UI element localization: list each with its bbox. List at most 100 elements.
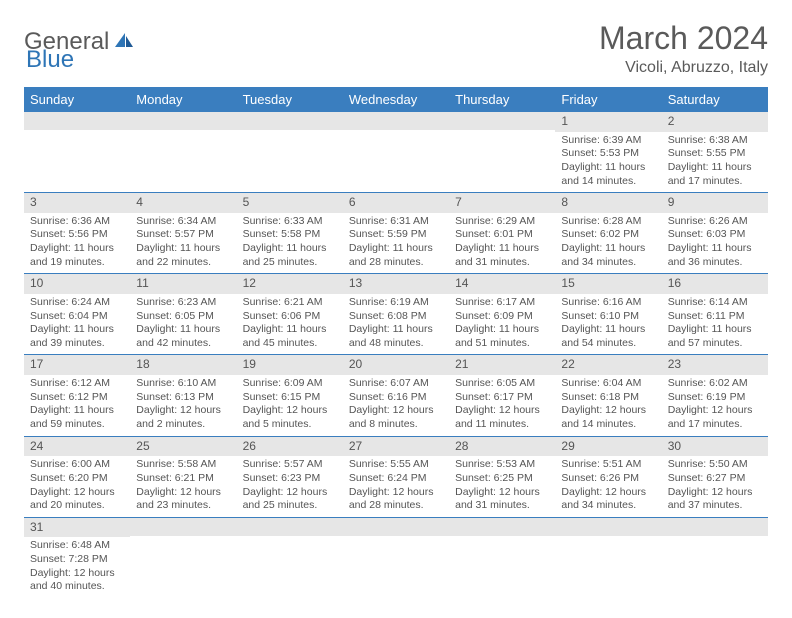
sunrise-text: Sunrise: 6:02 AM — [668, 377, 762, 391]
sunrise-text: Sunrise: 6:05 AM — [455, 377, 549, 391]
calendar-cell — [24, 112, 130, 192]
sunrise-text: Sunrise: 6:07 AM — [349, 377, 443, 391]
calendar-cell: 27Sunrise: 5:55 AMSunset: 6:24 PMDayligh… — [343, 437, 449, 517]
day-number: 15 — [555, 274, 661, 294]
day-number — [237, 518, 343, 536]
calendar-cell — [662, 518, 768, 598]
day-number: 14 — [449, 274, 555, 294]
sunset-text: Sunset: 6:20 PM — [30, 472, 124, 486]
day-body: Sunrise: 6:10 AMSunset: 6:13 PMDaylight:… — [130, 375, 236, 436]
day-body — [130, 536, 236, 588]
day-number — [449, 112, 555, 130]
calendar-cell: 13Sunrise: 6:19 AMSunset: 6:08 PMDayligh… — [343, 274, 449, 354]
daylight-text: Daylight: 11 hours and 54 minutes. — [561, 323, 655, 350]
calendar-cell — [237, 518, 343, 598]
sunrise-text: Sunrise: 6:34 AM — [136, 215, 230, 229]
day-body: Sunrise: 6:26 AMSunset: 6:03 PMDaylight:… — [662, 213, 768, 274]
sunset-text: Sunset: 6:11 PM — [668, 310, 762, 324]
sunrise-text: Sunrise: 6:31 AM — [349, 215, 443, 229]
sunrise-text: Sunrise: 6:26 AM — [668, 215, 762, 229]
day-body: Sunrise: 6:31 AMSunset: 5:59 PMDaylight:… — [343, 213, 449, 274]
calendar-cell: 11Sunrise: 6:23 AMSunset: 6:05 PMDayligh… — [130, 274, 236, 354]
day-number: 12 — [237, 274, 343, 294]
sunrise-text: Sunrise: 6:04 AM — [561, 377, 655, 391]
weekday-fri: Friday — [555, 87, 661, 112]
sunset-text: Sunset: 6:18 PM — [561, 391, 655, 405]
sunset-text: Sunset: 6:12 PM — [30, 391, 124, 405]
day-body — [24, 130, 130, 182]
sunset-text: Sunset: 6:27 PM — [668, 472, 762, 486]
day-number: 23 — [662, 355, 768, 375]
daylight-text: Daylight: 12 hours and 11 minutes. — [455, 404, 549, 431]
day-body: Sunrise: 6:12 AMSunset: 6:12 PMDaylight:… — [24, 375, 130, 436]
daylight-text: Daylight: 11 hours and 19 minutes. — [30, 242, 124, 269]
calendar-cell — [555, 518, 661, 598]
daylight-text: Daylight: 12 hours and 23 minutes. — [136, 486, 230, 513]
calendar-cell: 28Sunrise: 5:53 AMSunset: 6:25 PMDayligh… — [449, 437, 555, 517]
calendar-cell: 19Sunrise: 6:09 AMSunset: 6:15 PMDayligh… — [237, 355, 343, 435]
day-number: 21 — [449, 355, 555, 375]
calendar-cell — [449, 112, 555, 192]
daylight-text: Daylight: 11 hours and 51 minutes. — [455, 323, 549, 350]
day-number: 19 — [237, 355, 343, 375]
weekday-tue: Tuesday — [237, 87, 343, 112]
sunrise-text: Sunrise: 6:19 AM — [349, 296, 443, 310]
day-body: Sunrise: 5:50 AMSunset: 6:27 PMDaylight:… — [662, 456, 768, 517]
sunrise-text: Sunrise: 5:50 AM — [668, 458, 762, 472]
sunset-text: Sunset: 6:16 PM — [349, 391, 443, 405]
day-body — [237, 536, 343, 588]
day-number — [24, 112, 130, 130]
calendar-cell — [343, 518, 449, 598]
calendar-cell: 31Sunrise: 6:48 AMSunset: 7:28 PMDayligh… — [24, 518, 130, 598]
day-body: Sunrise: 6:16 AMSunset: 6:10 PMDaylight:… — [555, 294, 661, 355]
sunrise-text: Sunrise: 6:09 AM — [243, 377, 337, 391]
sunrise-text: Sunrise: 6:17 AM — [455, 296, 549, 310]
sunrise-text: Sunrise: 6:16 AM — [561, 296, 655, 310]
day-number: 18 — [130, 355, 236, 375]
daylight-text: Daylight: 12 hours and 28 minutes. — [349, 486, 443, 513]
sunrise-text: Sunrise: 5:57 AM — [243, 458, 337, 472]
sunset-text: Sunset: 5:56 PM — [30, 228, 124, 242]
sunrise-text: Sunrise: 6:12 AM — [30, 377, 124, 391]
calendar-cell: 26Sunrise: 5:57 AMSunset: 6:23 PMDayligh… — [237, 437, 343, 517]
sail-icon — [113, 28, 135, 56]
calendar-cell — [343, 112, 449, 192]
day-body — [555, 536, 661, 588]
calendar-grid: 1Sunrise: 6:39 AMSunset: 5:53 PMDaylight… — [24, 112, 768, 598]
calendar-cell: 7Sunrise: 6:29 AMSunset: 6:01 PMDaylight… — [449, 193, 555, 273]
day-number: 13 — [343, 274, 449, 294]
sunset-text: Sunset: 6:09 PM — [455, 310, 549, 324]
calendar-week: 24Sunrise: 6:00 AMSunset: 6:20 PMDayligh… — [24, 437, 768, 518]
sunrise-text: Sunrise: 6:00 AM — [30, 458, 124, 472]
daylight-text: Daylight: 11 hours and 48 minutes. — [349, 323, 443, 350]
daylight-text: Daylight: 12 hours and 31 minutes. — [455, 486, 549, 513]
daylight-text: Daylight: 11 hours and 34 minutes. — [561, 242, 655, 269]
sunset-text: Sunset: 6:03 PM — [668, 228, 762, 242]
day-body: Sunrise: 6:17 AMSunset: 6:09 PMDaylight:… — [449, 294, 555, 355]
calendar-cell: 9Sunrise: 6:26 AMSunset: 6:03 PMDaylight… — [662, 193, 768, 273]
day-number: 31 — [24, 518, 130, 538]
day-number: 2 — [662, 112, 768, 132]
day-number: 1 — [555, 112, 661, 132]
calendar-cell: 1Sunrise: 6:39 AMSunset: 5:53 PMDaylight… — [555, 112, 661, 192]
calendar-cell: 3Sunrise: 6:36 AMSunset: 5:56 PMDaylight… — [24, 193, 130, 273]
day-body: Sunrise: 6:00 AMSunset: 6:20 PMDaylight:… — [24, 456, 130, 517]
calendar-cell: 21Sunrise: 6:05 AMSunset: 6:17 PMDayligh… — [449, 355, 555, 435]
day-number — [449, 518, 555, 536]
day-number — [237, 112, 343, 130]
day-body: Sunrise: 6:19 AMSunset: 6:08 PMDaylight:… — [343, 294, 449, 355]
sunrise-text: Sunrise: 6:14 AM — [668, 296, 762, 310]
calendar-cell: 22Sunrise: 6:04 AMSunset: 6:18 PMDayligh… — [555, 355, 661, 435]
sunset-text: Sunset: 6:21 PM — [136, 472, 230, 486]
calendar-week: 10Sunrise: 6:24 AMSunset: 6:04 PMDayligh… — [24, 274, 768, 355]
day-body — [662, 536, 768, 588]
daylight-text: Daylight: 12 hours and 20 minutes. — [30, 486, 124, 513]
sunrise-text: Sunrise: 6:38 AM — [668, 134, 762, 148]
daylight-text: Daylight: 11 hours and 57 minutes. — [668, 323, 762, 350]
calendar-cell: 16Sunrise: 6:14 AMSunset: 6:11 PMDayligh… — [662, 274, 768, 354]
sunrise-text: Sunrise: 6:23 AM — [136, 296, 230, 310]
sunrise-text: Sunrise: 5:51 AM — [561, 458, 655, 472]
day-number: 28 — [449, 437, 555, 457]
calendar-cell: 30Sunrise: 5:50 AMSunset: 6:27 PMDayligh… — [662, 437, 768, 517]
day-body — [449, 536, 555, 588]
